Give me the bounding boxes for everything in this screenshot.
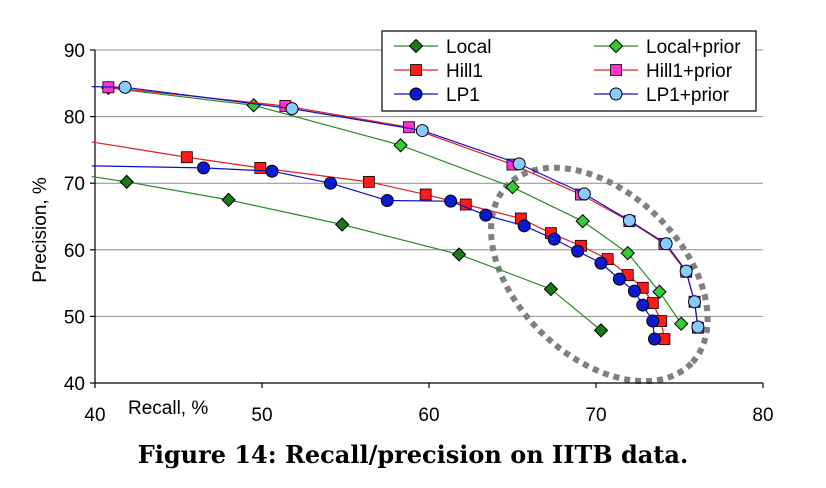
series-lp1 <box>91 161 661 346</box>
data-point <box>575 213 590 229</box>
highlight-ellipse <box>488 164 711 385</box>
y-tick-label-60: 60 <box>64 241 85 262</box>
legend-label: Local <box>446 37 491 58</box>
data-point <box>285 102 299 116</box>
data-point <box>221 192 236 208</box>
data-point <box>571 244 585 258</box>
data-point <box>627 284 641 298</box>
data-point <box>679 264 693 278</box>
data-point <box>543 281 559 297</box>
legend-marker <box>609 87 623 101</box>
x-tick-label-50: 50 <box>251 405 272 426</box>
legend-label: LP1 <box>446 85 480 106</box>
y-tick-label-90: 90 <box>64 41 85 62</box>
series-line <box>91 86 699 328</box>
data-point <box>362 175 375 188</box>
legend-label: Local+prior <box>646 37 741 58</box>
data-point <box>594 256 608 270</box>
legend-marker <box>408 38 424 54</box>
data-point <box>636 298 650 312</box>
data-point <box>119 174 134 190</box>
legend-marker <box>608 38 624 54</box>
x-axis-title: Recall, % <box>128 398 208 419</box>
data-point <box>451 247 467 262</box>
series-line <box>91 165 656 340</box>
data-point <box>505 179 520 195</box>
series-layer <box>91 80 705 346</box>
series-lp1-prior <box>91 80 705 334</box>
data-point <box>622 213 636 227</box>
legend-entry: Local <box>394 37 491 58</box>
data-point <box>479 208 493 222</box>
y-tick-label-50: 50 <box>64 307 85 328</box>
data-point <box>512 157 526 171</box>
figure-caption: Figure 14: Recall/precision on IITB data… <box>137 440 689 469</box>
data-point <box>659 237 673 251</box>
data-point <box>652 284 667 299</box>
series-local-prior <box>101 80 689 331</box>
data-point <box>612 272 626 286</box>
legend-entry: Hill1+prior <box>594 61 733 82</box>
data-point <box>647 332 661 346</box>
data-point <box>673 316 689 331</box>
data-point <box>197 161 211 175</box>
data-point <box>415 124 429 138</box>
data-point <box>254 161 267 174</box>
data-point <box>577 187 591 201</box>
data-point <box>380 194 394 208</box>
legend-label: Hill1+prior <box>646 61 733 82</box>
data-point <box>265 164 279 178</box>
data-point <box>691 320 705 334</box>
series-line <box>108 87 682 325</box>
series-line <box>91 175 602 331</box>
y-tick-label-40: 40 <box>64 374 85 395</box>
series-local <box>91 174 609 338</box>
x-tick-label-60: 60 <box>418 405 439 426</box>
data-point <box>593 323 609 338</box>
legend-entry: LP1+prior <box>594 85 730 106</box>
data-point <box>334 217 350 232</box>
data-point <box>180 151 193 164</box>
legend-entry: Local+prior <box>594 37 741 58</box>
x-tick-label-80: 80 <box>752 405 773 426</box>
data-point <box>323 176 337 190</box>
data-point <box>393 138 408 153</box>
data-point <box>419 188 432 201</box>
data-point <box>118 80 132 94</box>
data-point <box>444 194 458 208</box>
y-tick-label-80: 80 <box>64 108 85 129</box>
y-tick-label-70: 70 <box>64 174 85 195</box>
axes <box>90 49 764 388</box>
legend-label: Hill1 <box>446 61 483 82</box>
legend-marker <box>409 87 423 101</box>
highlight-ellipse-layer <box>488 164 711 385</box>
y-axis-title: Precision, % <box>30 177 51 283</box>
legend-label: LP1+prior <box>646 85 730 106</box>
legend-marker <box>610 64 622 76</box>
legend-box <box>381 30 757 112</box>
legend-entry: Hill1 <box>394 61 483 82</box>
legend-entry: LP1 <box>394 85 480 106</box>
data-point <box>620 245 635 261</box>
series-hill1 <box>91 141 671 345</box>
data-point <box>646 314 660 328</box>
data-point <box>688 295 702 309</box>
tick-labels: 40 50 60 70 80 90 40 50 60 70 80 <box>64 41 774 426</box>
data-point <box>517 219 531 233</box>
legend: Local Hill1 LP1 Local+prior Hill1+prior LP1+p… <box>381 30 757 112</box>
x-tick-label-40: 40 <box>84 405 105 426</box>
legend-marker <box>410 64 422 76</box>
data-point <box>246 98 261 113</box>
x-tick-label-70: 70 <box>585 405 606 426</box>
data-point <box>547 232 561 246</box>
series-hill1-prior <box>102 81 704 334</box>
